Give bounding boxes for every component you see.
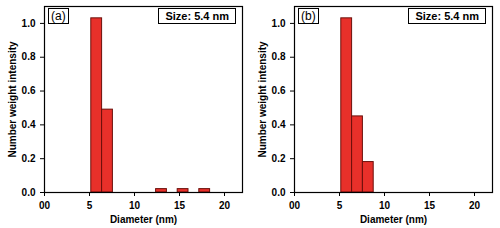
svg-text:0.0: 0.0	[272, 187, 286, 198]
svg-text:00: 00	[289, 200, 301, 211]
html-text:(a): (a)	[51, 9, 66, 23]
svg-text:Number weight intensity: Number weight intensity	[7, 41, 18, 158]
svg-text:00: 00	[39, 200, 51, 211]
svg-text:0.8: 0.8	[272, 51, 286, 62]
svg-text:20: 20	[219, 200, 231, 211]
html-text:Size: 5.4 nm: Size: 5.4 nm	[415, 10, 479, 22]
svg-text:Number weight intensity: Number weight intensity	[257, 41, 268, 158]
svg-text:1.0: 1.0	[272, 18, 286, 29]
svg-text:0.0: 0.0	[22, 187, 36, 198]
svg-text:Diameter (nm): Diameter (nm)	[110, 214, 177, 225]
svg-text:10: 10	[379, 200, 391, 211]
svg-text:0.2: 0.2	[22, 153, 36, 164]
svg-text:0.4: 0.4	[22, 119, 36, 130]
svg-text:15: 15	[424, 200, 436, 211]
svg-text:0.2: 0.2	[272, 153, 286, 164]
svg-text:20: 20	[469, 200, 481, 211]
svg-text:5: 5	[87, 200, 93, 211]
svg-text:5: 5	[337, 200, 343, 211]
svg-text:0.4: 0.4	[272, 119, 286, 130]
html-text:Size: 5.4 nm: Size: 5.4 nm	[165, 10, 229, 22]
svg-text:0.8: 0.8	[22, 51, 36, 62]
svg-text:10: 10	[129, 200, 141, 211]
svg-text:Diameter (nm): Diameter (nm)	[360, 214, 427, 225]
svg-text:1.0: 1.0	[22, 18, 36, 29]
svg-text:0.6: 0.6	[22, 85, 36, 96]
svg-text:15: 15	[174, 200, 186, 211]
html-text:(b): (b)	[301, 9, 316, 23]
svg-text:0.6: 0.6	[272, 85, 286, 96]
